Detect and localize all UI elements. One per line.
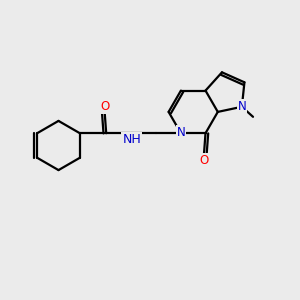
Text: N: N [176,126,185,139]
Text: NH: NH [122,133,141,146]
Text: N: N [238,100,246,113]
Text: O: O [200,154,208,167]
Text: O: O [100,100,109,113]
